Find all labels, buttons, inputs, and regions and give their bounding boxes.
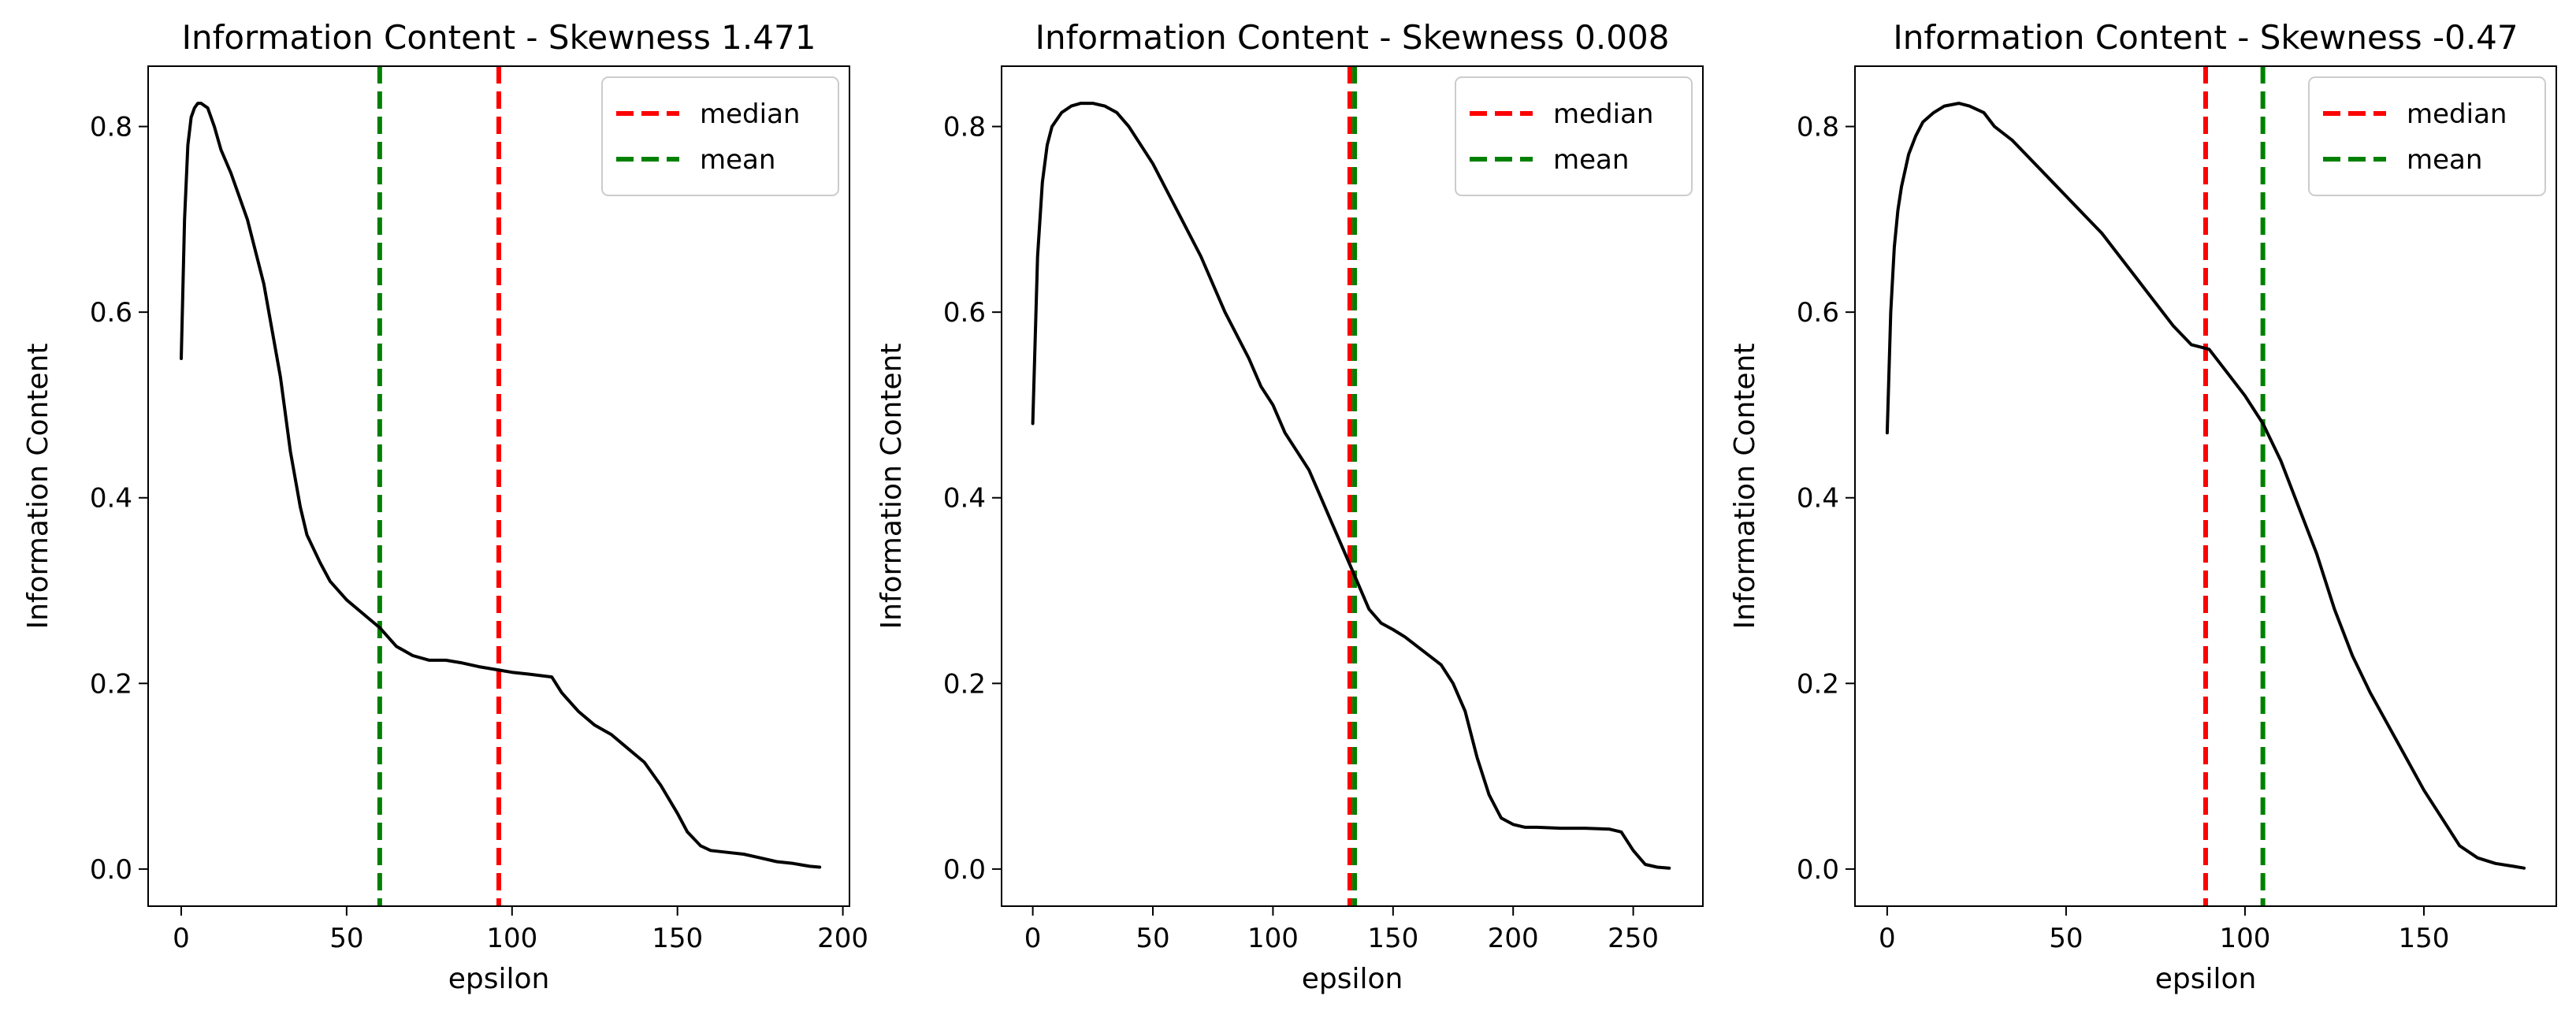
y-axis-label: Information Content — [875, 343, 908, 629]
x-tick-label: 50 — [329, 923, 363, 954]
y-axis-label: Information Content — [1729, 343, 1761, 629]
y-tick-label: 0.2 — [943, 668, 986, 700]
x-axis-label: epsilon — [2155, 963, 2257, 995]
legend-entry-mean-label: mean — [700, 144, 775, 176]
plot-area — [180, 66, 822, 906]
information-content-line — [1031, 102, 1671, 870]
chart-panel-skewness-0008: Information Content - Skewness 0.008 0 50 1… — [875, 18, 1704, 995]
x-tick-label: 250 — [1608, 923, 1659, 954]
legend: median mean — [601, 76, 839, 196]
legend-entry-mean-label: mean — [2407, 144, 2482, 176]
legend-entry-median-label: median — [700, 98, 800, 130]
x-tick-label: 0 — [173, 923, 190, 954]
y-tick-label: 0.2 — [90, 668, 132, 700]
legend-box — [1455, 76, 1693, 196]
x-tick-label: 150 — [2399, 923, 2450, 954]
information-content-line — [180, 102, 822, 869]
y-tick-label: 0.0 — [1797, 854, 1839, 886]
chart-title: Information Content - Skewness 0.008 — [1035, 18, 1670, 57]
information-content-line — [1885, 102, 2526, 870]
plot-frame — [147, 65, 850, 907]
x-tick-label: 50 — [1136, 923, 1169, 954]
x-tick-label: 0 — [1024, 923, 1042, 954]
x-tick-label: 100 — [2219, 923, 2270, 954]
plot-frame — [1854, 65, 2557, 907]
y-tick-label: 0.2 — [1797, 668, 1839, 700]
y-tick-label: 0.4 — [943, 483, 986, 515]
chart-panel-skewness-1471: Information Content - Skewness 1.471 0 50 1… — [22, 18, 868, 995]
chart-title: Information Content - Skewness -0.47 — [1893, 18, 2518, 57]
x-tick-label: 0 — [1879, 923, 1896, 954]
y-tick-label: 0.0 — [943, 854, 986, 886]
x-tick-label: 100 — [1247, 923, 1299, 954]
x-tick-label: 100 — [486, 923, 537, 954]
y-tick-label: 0.6 — [943, 297, 986, 329]
y-tick-label: 0.6 — [1797, 297, 1839, 329]
y-tick-label: 0.8 — [90, 112, 132, 143]
x-tick-label: 50 — [2049, 923, 2083, 954]
legend-entry-median-label: median — [2407, 98, 2507, 130]
y-tick-label: 0.0 — [90, 854, 132, 886]
x-axis-label: epsilon — [1302, 963, 1403, 995]
legend-box — [2308, 76, 2546, 196]
legend: median mean — [2308, 76, 2546, 196]
chart-panel-skewness-neg047: Information Content - Skewness -0.47 0 50 1… — [1729, 18, 2557, 995]
y-tick-label: 0.8 — [943, 112, 986, 143]
plot-area — [1031, 66, 1671, 906]
plot-area — [1885, 66, 2526, 906]
y-tick-label: 0.6 — [90, 297, 132, 329]
y-tick-label: 0.8 — [1797, 112, 1839, 143]
legend-box — [601, 76, 839, 196]
y-tick-label: 0.4 — [90, 483, 132, 515]
x-tick-label: 150 — [1367, 923, 1418, 954]
plot-frame — [1001, 65, 1704, 907]
x-tick-label: 150 — [652, 923, 703, 954]
legend: median mean — [1455, 76, 1693, 196]
x-tick-label: 200 — [1488, 923, 1539, 954]
y-tick-label: 0.4 — [1797, 483, 1839, 515]
x-axis-label: epsilon — [448, 963, 550, 995]
legend-entry-median-label: median — [1553, 98, 1653, 130]
y-axis-label: Information Content — [22, 343, 54, 629]
x-tick-label: 200 — [817, 923, 868, 954]
chart-title: Information Content - Skewness 1.471 — [182, 18, 816, 57]
legend-entry-mean-label: mean — [1553, 144, 1629, 176]
